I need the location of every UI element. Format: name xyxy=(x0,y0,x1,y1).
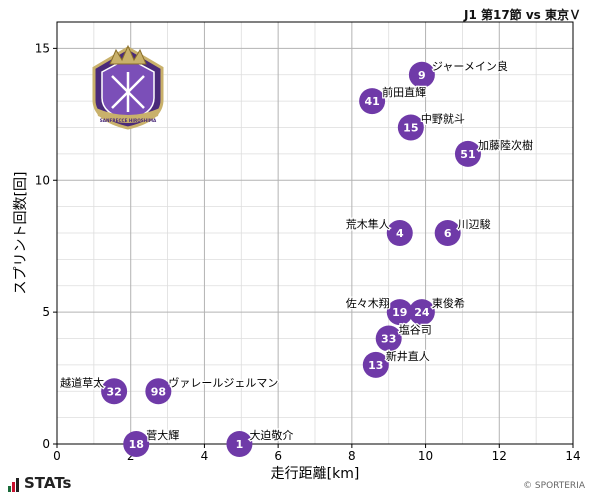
player-name-label: 大迫敬介 xyxy=(249,428,293,442)
player-point xyxy=(397,114,424,141)
x-tick-label: 2 xyxy=(127,449,135,463)
player-number-label: 41 xyxy=(364,95,379,108)
player-name-label: 加藤陸次樹 xyxy=(478,138,533,152)
player-name-label: 川辺駿 xyxy=(458,217,491,231)
x-tick-label: 8 xyxy=(348,449,356,463)
stats-brand-text: STATs xyxy=(24,474,72,492)
player-number-label: 4 xyxy=(396,227,404,240)
player-name-label: 新井直人 xyxy=(386,349,430,363)
player-number-label: 13 xyxy=(368,359,383,372)
stats-bars-icon xyxy=(8,474,20,492)
sanfrecce-hiroshima-crest-icon xyxy=(92,44,164,130)
player-number-label: 19 xyxy=(392,306,407,319)
player-number-label: 9 xyxy=(418,69,426,82)
player-point xyxy=(408,61,435,88)
x-tick-label: 12 xyxy=(492,449,507,463)
player-name-label: ジャーメイン良 xyxy=(432,59,508,73)
y-tick-label: 10 xyxy=(35,173,50,187)
player-number-label: 6 xyxy=(444,227,452,240)
crest-text: SANFRECCE HIROSHIMA xyxy=(100,118,157,123)
x-tick-label: 4 xyxy=(201,449,209,463)
player-number-label: 32 xyxy=(106,385,121,398)
player-point xyxy=(123,431,150,457)
x-tick-label: 0 xyxy=(53,449,61,463)
player-point xyxy=(386,220,413,246)
copyright-credit: © SPORTERIA xyxy=(523,481,585,491)
player-point xyxy=(359,88,386,115)
player-name-label: 塩谷司 xyxy=(399,323,432,337)
player-point xyxy=(408,299,435,326)
x-axis-label: 走行距離[km] xyxy=(271,465,360,482)
player-point xyxy=(226,431,253,457)
player-point xyxy=(454,140,481,167)
y-tick-label: 15 xyxy=(35,41,50,55)
player-name-label: 佐々木翔 xyxy=(346,296,390,310)
player-name-label: 中野就斗 xyxy=(421,112,465,126)
player-point xyxy=(362,351,389,378)
player-point xyxy=(145,378,172,405)
player-number-label: 15 xyxy=(403,122,418,135)
player-number-label: 18 xyxy=(129,438,144,451)
player-number-label: 1 xyxy=(236,438,244,451)
chart-header-title: J1 第17節 vs 東京Ｖ xyxy=(463,8,581,22)
player-point xyxy=(101,378,128,405)
player-point xyxy=(375,325,402,352)
x-tick-label: 10 xyxy=(418,449,433,463)
player-name-label: 荒木隼人 xyxy=(346,217,390,231)
y-axis-label: スプリント回数[回] xyxy=(13,172,29,295)
player-name-label: ヴァレールジェルマン xyxy=(168,375,278,389)
y-tick-label: 5 xyxy=(42,305,50,319)
player-point xyxy=(386,299,413,326)
player-name-label: 菅大輝 xyxy=(146,428,179,442)
player-number-label: 51 xyxy=(460,148,475,161)
player-number-label: 24 xyxy=(414,306,430,319)
stats-brand: STATs xyxy=(8,474,71,492)
player-name-label: 前田直輝 xyxy=(382,85,426,99)
player-name-label: 越道草太 xyxy=(60,375,104,389)
y-tick-label: 0 xyxy=(42,437,50,451)
player-name-label: 東俊希 xyxy=(432,296,465,310)
x-tick-label: 14 xyxy=(565,449,580,463)
player-number-label: 33 xyxy=(381,333,396,346)
plot-frame xyxy=(56,21,574,445)
player-number-label: 98 xyxy=(151,385,166,398)
player-point xyxy=(434,220,461,246)
x-tick-label: 6 xyxy=(274,449,282,463)
